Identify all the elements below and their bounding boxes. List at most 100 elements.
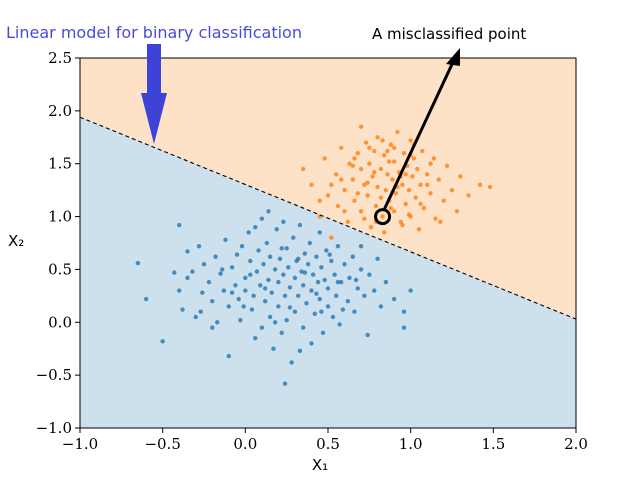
- orange-class-point: [444, 163, 450, 169]
- orange-class-point: [436, 177, 441, 182]
- blue-class-point: [372, 288, 377, 293]
- blue-class-point: [259, 216, 265, 221]
- orange-class-point: [345, 219, 351, 225]
- blue-class-point: [339, 279, 344, 285]
- orange-class-point: [385, 172, 390, 177]
- orange-class-point: [329, 235, 334, 240]
- orange-class-point: [362, 182, 367, 188]
- blue-class-point: [210, 325, 215, 330]
- orange-class-point: [350, 163, 355, 169]
- blue-class-point: [401, 325, 407, 330]
- blue-class-point: [234, 252, 240, 257]
- blue-class-point: [261, 261, 266, 267]
- blue-class-point: [325, 304, 331, 309]
- orange-class-point: [425, 182, 430, 188]
- orange-class-point: [400, 222, 405, 228]
- blue-class-point: [287, 305, 293, 310]
- blue-class-point: [256, 248, 261, 253]
- blue-class-point: [365, 332, 370, 338]
- orange-class-point: [406, 187, 412, 193]
- orange-class-point: [391, 145, 397, 151]
- x-axis-label: X₁: [312, 456, 328, 474]
- x-tick-label: 0.5: [316, 435, 340, 453]
- blue-class-point: [329, 258, 334, 264]
- blue-class-point: [291, 235, 296, 240]
- blue-class-point: [246, 230, 251, 235]
- orange-class-point: [309, 182, 314, 188]
- region-class-blue: [80, 117, 576, 428]
- blue-class-point: [309, 341, 314, 346]
- blue-class-point: [180, 307, 185, 312]
- orange-class-point: [350, 177, 355, 182]
- orange-class-point: [375, 135, 380, 140]
- blue-class-point: [340, 307, 346, 312]
- orange-class-point: [335, 203, 341, 209]
- blue-class-point: [267, 314, 273, 320]
- blue-class-point: [289, 360, 294, 365]
- blue-class-point: [358, 267, 364, 272]
- blue-class-point: [248, 258, 253, 264]
- region-class-orange: [80, 58, 576, 320]
- orange-class-point: [403, 172, 408, 177]
- blue-class-point: [172, 270, 177, 275]
- orange-class-point: [329, 182, 334, 188]
- blue-class-point: [314, 291, 319, 296]
- blue-class-point: [272, 320, 278, 325]
- blue-class-point: [271, 346, 276, 351]
- blue-class-point: [262, 298, 268, 304]
- blue-class-point: [378, 304, 384, 309]
- orange-class-point: [403, 201, 408, 207]
- blue-class-point: [302, 270, 308, 275]
- y-tick-label: 1.5: [48, 155, 72, 173]
- blue-class-point: [307, 240, 313, 246]
- orange-class-point: [408, 138, 413, 143]
- orange-class-point: [401, 150, 407, 156]
- x-axis: −1.0 −0.5 0.0 0.5 1.0 1.5 2.0: [62, 428, 588, 453]
- blue-class-point: [310, 272, 316, 277]
- y-tick-label: −0.5: [36, 366, 72, 384]
- blue-class-point: [218, 271, 223, 276]
- orange-class-point: [380, 214, 385, 219]
- orange-class-point: [406, 212, 412, 217]
- blue-class-point: [274, 227, 279, 232]
- blue-class-point: [320, 330, 326, 336]
- orange-class-point: [410, 174, 415, 179]
- blue-class-point: [401, 309, 407, 314]
- orange-class-point: [358, 124, 364, 129]
- blue-class-point: [276, 304, 281, 309]
- blue-class-point: [239, 243, 245, 249]
- orange-class-point: [391, 209, 397, 214]
- blue-class-point: [314, 254, 319, 259]
- orange-class-point: [339, 145, 344, 151]
- orange-class-point: [365, 180, 370, 185]
- blue-class-point: [262, 286, 268, 291]
- blue-class-point: [264, 240, 270, 246]
- blue-class-point: [229, 290, 235, 295]
- orange-class-point: [339, 177, 344, 182]
- orange-class-point: [382, 230, 387, 235]
- blue-class-point: [206, 279, 212, 285]
- orange-class-point: [454, 209, 460, 214]
- blue-class-point: [219, 267, 225, 272]
- blue-class-point: [248, 272, 253, 277]
- blue-class-point: [177, 288, 182, 293]
- blue-class-point: [301, 283, 306, 288]
- y-tick-label: 2.5: [48, 49, 72, 67]
- orange-class-point: [418, 201, 423, 207]
- blue-class-point: [241, 304, 246, 309]
- blue-class-point: [391, 296, 397, 302]
- orange-class-point: [487, 184, 493, 190]
- blue-class-point: [322, 277, 327, 283]
- orange-class-point: [373, 203, 379, 209]
- blue-class-point: [299, 269, 304, 274]
- blue-class-point: [198, 309, 203, 314]
- orange-class-point: [372, 148, 377, 154]
- title-annotation: Linear model for binary classification: [6, 23, 302, 42]
- blue-class-point: [335, 243, 341, 249]
- blue-class-point: [324, 248, 329, 253]
- blue-class-point: [362, 293, 367, 299]
- blue-class-point: [190, 269, 195, 274]
- blue-class-point: [309, 288, 314, 293]
- blue-class-point: [330, 314, 336, 320]
